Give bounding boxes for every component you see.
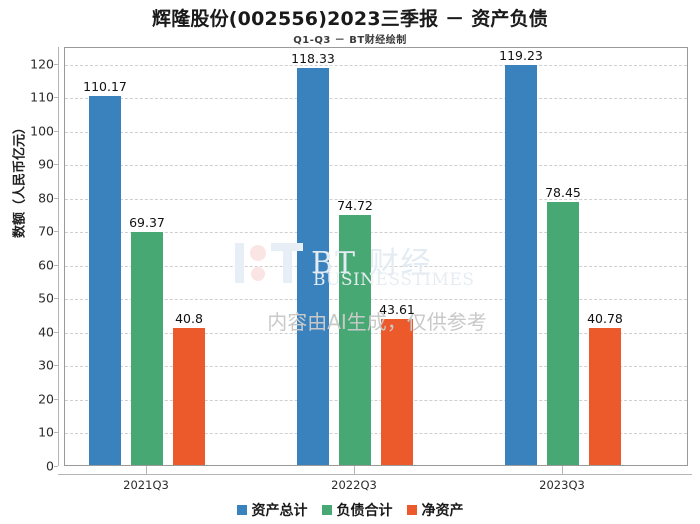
y-tick-label: 80 [38, 190, 54, 206]
gridline [65, 131, 687, 133]
gridline [65, 399, 687, 401]
y-tick-mark [54, 264, 58, 266]
bar[interactable] [589, 328, 621, 465]
legend-item[interactable]: 资产总计 [236, 500, 308, 520]
gridline [65, 98, 687, 100]
y-tick-label: 50 [38, 290, 54, 306]
x-axis-spine [58, 474, 692, 475]
gridline [65, 64, 687, 66]
y-tick-label: 10 [38, 424, 54, 440]
y-axis-spine [58, 47, 59, 466]
bar-value-label: 40.8 [175, 311, 203, 327]
gridline [65, 433, 687, 435]
y-tick-label: 60 [38, 257, 54, 273]
y-tick-label: 100 [30, 123, 54, 139]
bt-logo-icon [235, 243, 303, 283]
x-tick-mark [354, 466, 355, 474]
x-tick-label: 2022Q3 [331, 478, 377, 492]
x-tick-mark [562, 466, 563, 474]
chart-subtitle: Q1-Q3 － BT财经绘制 [293, 35, 407, 46]
bar-value-label: 43.61 [379, 301, 415, 317]
y-tick-label: 0 [46, 458, 54, 474]
bar[interactable] [89, 95, 121, 465]
legend-swatch-icon [406, 505, 417, 515]
y-axis-title: 数额（人民币亿元） [12, 121, 28, 239]
gridline [65, 165, 687, 167]
bar-value-label: 110.17 [83, 78, 127, 94]
bar[interactable] [505, 65, 537, 465]
bar-value-label: 119.23 [499, 48, 543, 64]
x-tick-label: 2023Q3 [539, 478, 585, 492]
gridline [65, 265, 687, 267]
y-tick-label: 90 [38, 156, 54, 172]
gridline [65, 198, 687, 200]
chart-legend: 资产总计 负债合计 净资产 [0, 500, 700, 520]
y-tick-label: 40 [38, 324, 54, 340]
y-tick-mark [54, 331, 58, 333]
y-tick-mark [54, 365, 58, 367]
gridline [65, 366, 687, 368]
legend-item[interactable]: 负债合计 [321, 500, 393, 520]
y-axis-tick-labels: 0 10 20 30 40 50 60 70 80 90 100 110 120 [0, 47, 58, 474]
y-tick-mark [54, 130, 58, 132]
legend-label: 净资产 [421, 503, 464, 519]
bar[interactable] [131, 232, 163, 465]
watermark-brand: BT 财经 [311, 246, 433, 281]
legend-label: 负债合计 [336, 503, 393, 519]
y-tick-label: 20 [38, 391, 54, 407]
y-tick-mark [54, 398, 58, 400]
legend-item[interactable]: 净资产 [406, 500, 464, 520]
bar[interactable] [297, 68, 329, 465]
legend-swatch-icon [321, 505, 332, 515]
gridline [65, 299, 687, 301]
bar[interactable] [381, 318, 413, 465]
y-tick-mark [54, 231, 58, 233]
y-tick-mark [54, 164, 58, 166]
y-tick-label: 120 [30, 56, 54, 72]
gridline [65, 332, 687, 334]
y-tick-mark [54, 432, 58, 434]
gridline [65, 232, 687, 234]
bar[interactable] [339, 214, 371, 465]
x-tick-mark [146, 466, 147, 474]
plot-area: BT 财经 BUSINESSTIMES 内容由AI生成，仅供参考 110.17 6… [64, 47, 688, 466]
y-tick-label: 110 [30, 89, 54, 105]
bar[interactable] [547, 202, 579, 465]
y-tick-label: 30 [38, 357, 54, 373]
bar-value-label: 69.37 [129, 215, 165, 231]
bar-value-label: 78.45 [545, 185, 581, 201]
y-tick-mark [54, 97, 58, 99]
y-tick-mark [54, 466, 58, 467]
y-tick-mark [54, 298, 58, 300]
x-tick-label: 2021Q3 [123, 478, 169, 492]
bar[interactable] [173, 328, 205, 465]
legend-swatch-icon [236, 505, 247, 515]
bar-value-label: 74.72 [337, 197, 373, 213]
y-tick-mark [54, 197, 58, 199]
bar-value-label: 40.78 [587, 311, 623, 327]
chart-title: 辉隆股份(002556)2023三季报 － 资产负债 [152, 8, 548, 30]
y-tick-label: 70 [38, 223, 54, 239]
y-tick-mark [54, 63, 58, 65]
bar-value-label: 118.33 [291, 51, 335, 67]
watermark-brand-sub: BUSINESSTIMES [313, 270, 475, 290]
legend-label: 资产总计 [251, 503, 308, 519]
